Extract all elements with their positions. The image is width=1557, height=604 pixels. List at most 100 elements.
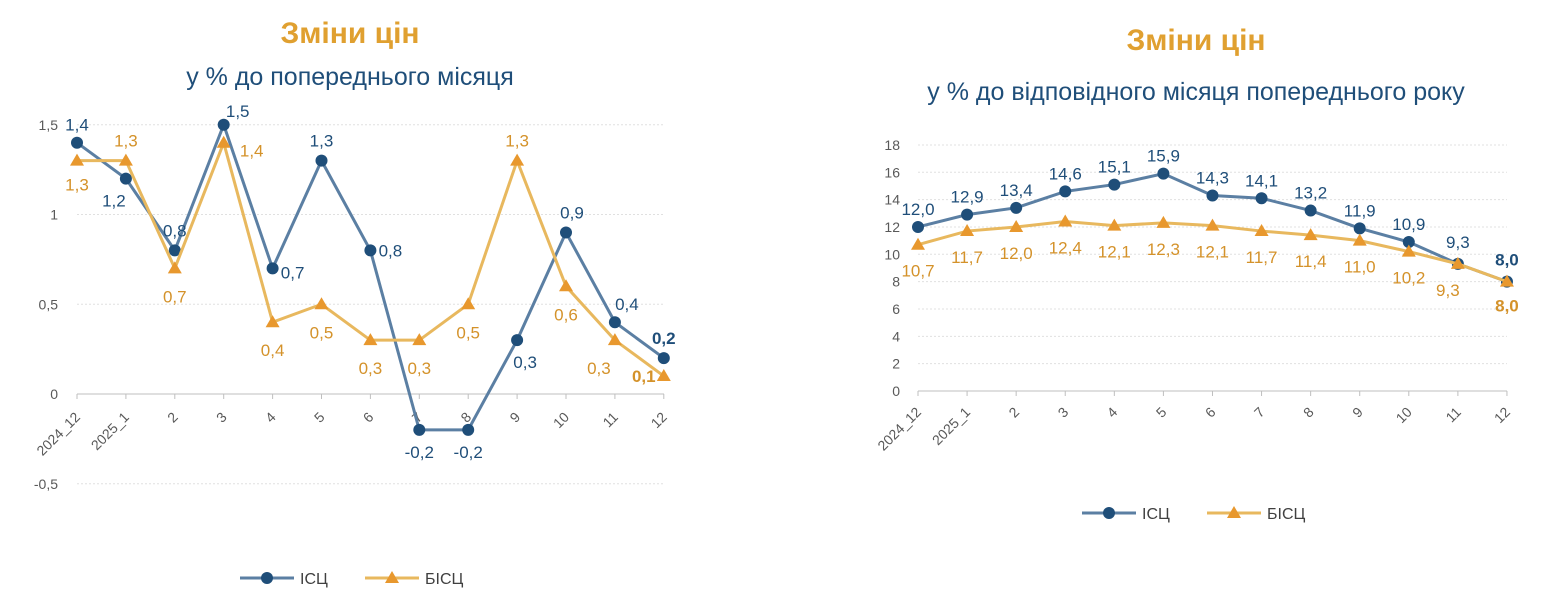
triangle-marker [656,369,671,382]
triangle-marker [461,297,476,310]
triangle-marker [1254,224,1269,237]
triangle-marker [1352,233,1367,246]
x-tick-label: 11 [599,409,621,431]
data-label: 11,7 [1246,248,1278,267]
data-label: 12,9 [951,188,984,207]
data-label: 12,0 [901,200,934,219]
triangle-marker [216,135,231,148]
circle-marker [217,118,230,131]
circle-marker [608,316,621,329]
triangle-marker [1156,215,1171,228]
x-tick-label: 2 [164,409,181,426]
triangle-marker [118,153,133,166]
legend-circle-icon [1103,507,1115,519]
data-label: 0,3 [407,359,431,378]
data-label: 1,2 [102,192,126,211]
data-label: 0,4 [615,295,639,314]
circle-marker [119,172,132,185]
y-tick-label: 0 [892,383,900,399]
circle-marker [1304,204,1317,217]
data-label: 10,7 [901,262,934,281]
triangle-marker [1009,219,1024,232]
data-label: 8,0 [1495,251,1519,270]
x-tick-label: 2024_12 [33,409,83,459]
circle-marker [1402,235,1415,248]
data-label: 0,5 [310,323,334,342]
circle-marker [1108,178,1121,191]
data-label: 1,3 [65,176,89,195]
legend-label: БІСЦ [1267,506,1306,523]
legend-triangle-icon [385,571,399,583]
triangle-marker [167,261,182,274]
data-label: 0,2 [652,329,676,348]
triangle-marker [1401,244,1416,257]
y-tick-label: 18 [884,137,900,153]
x-tick-label: 10 [1393,404,1415,426]
circle-marker [1010,201,1023,214]
x-tick-label: 10 [550,409,572,431]
data-label: 1,3 [310,132,334,151]
circle-marker [462,423,475,436]
circle-marker [912,220,924,233]
x-tick-label: 2025_1 [929,404,973,448]
triangle-marker [265,315,280,328]
data-label: 0,8 [163,221,187,240]
y-tick-label: 12 [884,219,900,235]
triangle-marker [607,333,622,346]
y-tick-label: 2 [892,356,900,372]
x-tick-label: 3 [213,409,230,426]
series-line [76,120,665,432]
circle-marker [560,226,572,239]
circle-marker [1353,222,1366,235]
legend-triangle-icon [1227,506,1241,518]
y-tick-label: 16 [884,164,900,180]
data-label: 0,4 [261,341,285,360]
data-label: 1,3 [114,132,138,151]
y-tick-label: 1,5 [39,117,59,133]
circle-marker [315,154,328,167]
x-tick-label: 6 [1202,404,1219,421]
circle-marker [1206,189,1219,202]
data-label: 9,3 [1436,281,1460,300]
x-tick-label: 5 [311,409,328,426]
triangle-marker [1450,256,1465,269]
y-tick-label: 8 [892,274,900,290]
circle-marker [511,334,524,347]
circle-marker [413,423,426,436]
data-label: 13,4 [1000,181,1033,200]
circle-marker [364,244,377,257]
x-tick-label: 12 [1491,404,1513,426]
triangle-marker [559,279,573,292]
y-tick-label: 14 [884,192,900,208]
triangle-marker [1205,218,1220,231]
data-label: 0,5 [456,323,480,342]
chart-subtitle: у % до відповідного місяця попереднього … [927,78,1465,106]
data-label: 14,3 [1196,169,1229,188]
data-label: 9,3 [1446,233,1470,252]
triangle-marker [510,153,525,166]
triangle-marker [960,224,975,237]
x-tick-label: 11 [1442,404,1464,426]
triangle-marker [412,333,427,346]
y-tick-label: 6 [892,301,900,317]
data-label: 0,3 [513,353,537,372]
y-tick-label: 1 [50,207,58,223]
chart-subtitle: у % до попереднього місяця [186,63,514,91]
circle-marker [168,244,181,257]
x-tick-label: 8 [1300,404,1317,421]
data-label: 11,4 [1295,252,1327,271]
circle-marker [961,208,974,221]
legend-label: ІСЦ [1142,506,1170,523]
data-label: -0,2 [454,443,483,462]
circle-marker [1255,192,1268,205]
chart-title: Зміни цін [280,17,419,50]
data-label: 0,6 [554,305,578,324]
triangle-marker [363,333,378,346]
data-label: 13,2 [1294,184,1327,203]
data-label: 11,7 [951,248,983,267]
circle-marker [266,262,279,275]
circle-marker [1059,185,1072,198]
y-tick-label: 4 [892,328,900,344]
data-label: -0,2 [405,443,434,462]
